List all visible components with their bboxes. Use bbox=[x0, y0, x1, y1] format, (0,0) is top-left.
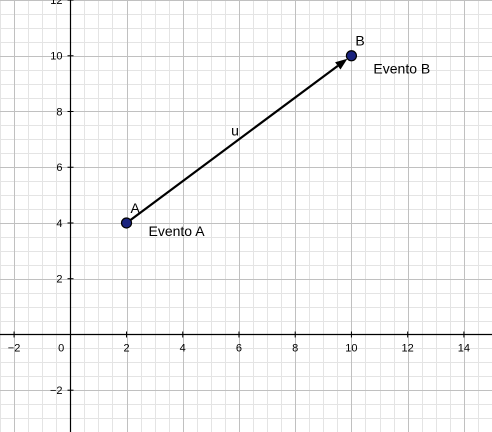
x-tick-label: 6 bbox=[236, 343, 242, 355]
vector-u-arrowhead[interactable] bbox=[335, 58, 348, 70]
y-tick-label: 12 bbox=[50, 0, 62, 7]
vector-u-label: u bbox=[231, 122, 239, 138]
y-tick-label: 10 bbox=[50, 51, 62, 63]
y-tick-label: 6 bbox=[56, 162, 62, 174]
x-tick-label: 4 bbox=[180, 343, 186, 355]
point-b[interactable] bbox=[345, 50, 358, 62]
vector-u-shaft[interactable] bbox=[125, 65, 339, 224]
x-tick-label: 2 bbox=[123, 343, 129, 355]
y-tick-label: −2 bbox=[50, 385, 63, 397]
tick-labels: −2 0 2 4 6 8 10 12 14 −2 2 4 6 8 10 12 bbox=[8, 0, 470, 397]
point-a[interactable] bbox=[120, 217, 133, 229]
x-tick-label: 12 bbox=[402, 343, 414, 355]
y-tick-label: 8 bbox=[56, 106, 62, 118]
x-tick-label: 14 bbox=[458, 343, 470, 355]
y-tick-label: 2 bbox=[56, 274, 62, 286]
vectors[interactable]: u bbox=[125, 58, 348, 224]
x-tick-label: 8 bbox=[292, 343, 298, 355]
point-b-label: B bbox=[355, 33, 364, 49]
x-tick-label: 0 bbox=[58, 343, 64, 355]
x-tick-label: 10 bbox=[345, 343, 357, 355]
y-tick-label: 4 bbox=[56, 218, 62, 230]
points[interactable]: A Evento A B Evento B bbox=[120, 33, 431, 239]
x-tick-label: −2 bbox=[8, 343, 21, 355]
point-a-caption: Evento A bbox=[149, 223, 206, 239]
point-a-label: A bbox=[131, 200, 141, 216]
point-b-caption: Evento B bbox=[373, 61, 430, 77]
